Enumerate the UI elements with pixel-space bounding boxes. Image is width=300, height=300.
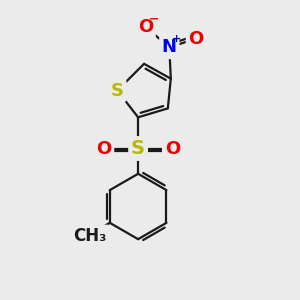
Text: O: O xyxy=(96,140,112,158)
Text: O: O xyxy=(165,140,180,158)
Text: N: N xyxy=(162,38,177,56)
Text: −: − xyxy=(148,13,159,26)
Text: S: S xyxy=(131,139,145,158)
Text: O: O xyxy=(188,29,204,47)
Text: CH₃: CH₃ xyxy=(74,226,107,244)
Text: O: O xyxy=(138,18,153,36)
Text: S: S xyxy=(111,82,124,100)
Text: +: + xyxy=(172,34,182,44)
